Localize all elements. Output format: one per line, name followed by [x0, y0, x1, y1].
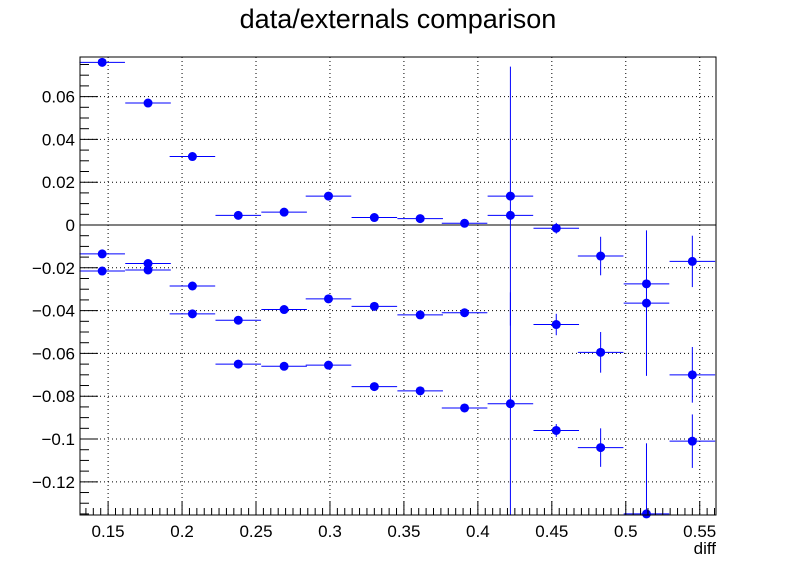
data-point: [641, 279, 651, 289]
data-point: [279, 207, 289, 217]
data-point: [460, 403, 470, 413]
data-point: [505, 191, 515, 201]
data-point: [551, 320, 561, 330]
data-point: [97, 249, 107, 259]
data-point: [551, 425, 561, 435]
data-point: [233, 210, 243, 220]
data-point: [187, 152, 197, 162]
y-tick-label: −0.12: [32, 473, 75, 492]
data-point: [143, 259, 153, 269]
data-point: [279, 361, 289, 371]
x-tick-label: 0.45: [535, 522, 568, 541]
y-tick-label: 0.04: [42, 130, 75, 149]
data-point: [97, 57, 107, 67]
y-tick-label: 0: [66, 216, 75, 235]
data-point: [460, 218, 470, 228]
y-tick-label: −0.1: [41, 430, 75, 449]
data-point: [596, 347, 606, 357]
x-tick-labels: 0.15 0.2 0.25 0.3 0.35 0.4 0.45 0.5 0.55: [92, 522, 717, 541]
data-point: [279, 305, 289, 315]
x-axis-label: diff: [694, 539, 717, 558]
data-point: [369, 213, 379, 223]
data-point: [97, 266, 107, 276]
x-tick-label: 0.3: [318, 522, 342, 541]
y-tick-label: −0.02: [32, 259, 75, 278]
data-point: [369, 382, 379, 392]
x-tick-label: 0.2: [170, 522, 194, 541]
data-series: [79, 66, 716, 403]
chart-title: data/externals comparison: [239, 4, 557, 34]
data-point: [641, 298, 651, 308]
plot-frame: [79, 56, 717, 516]
y-tick-label: −0.08: [32, 387, 75, 406]
data-point: [415, 310, 425, 320]
y-tick-labels: 0.06 0.04 0.02 0 −0.02 −0.04 −0.06 −0.08 −0.1 −0.…: [32, 88, 75, 492]
data-point: [551, 223, 561, 233]
y-tick-label: −0.06: [32, 344, 75, 363]
x-tick-label: 0.35: [387, 522, 420, 541]
data-point: [687, 370, 697, 380]
data-point: [505, 399, 515, 409]
data-point: [323, 360, 333, 370]
data-point: [415, 386, 425, 396]
x-tick-label: 0.15: [92, 522, 125, 541]
data-point: [687, 256, 697, 266]
data-series: [79, 57, 716, 376]
data-point: [233, 315, 243, 325]
data-point: [687, 436, 697, 446]
axis-ticks: [80, 63, 716, 515]
x-tick-label: 0.5: [614, 522, 638, 541]
data-point: [460, 308, 470, 318]
data-point: [323, 191, 333, 201]
x-tick-label: 0.25: [239, 522, 272, 541]
data-point: [641, 509, 651, 519]
data-point: [415, 214, 425, 224]
data-point: [369, 301, 379, 311]
data-point: [233, 359, 243, 369]
data-point: [596, 443, 606, 453]
data-point: [323, 294, 333, 304]
data-point: [187, 309, 197, 319]
x-tick-label: 0.4: [466, 522, 490, 541]
x-tick-label: 0.55: [683, 522, 716, 541]
y-tick-label: 0.02: [42, 173, 75, 192]
data-point: [143, 98, 153, 108]
data-series: [79, 265, 716, 519]
data-points: [79, 57, 716, 519]
data-point: [143, 265, 153, 275]
data-point: [596, 251, 606, 261]
data-point: [187, 281, 197, 291]
y-tick-label: −0.04: [32, 302, 75, 321]
y-tick-label: 0.06: [42, 88, 75, 107]
